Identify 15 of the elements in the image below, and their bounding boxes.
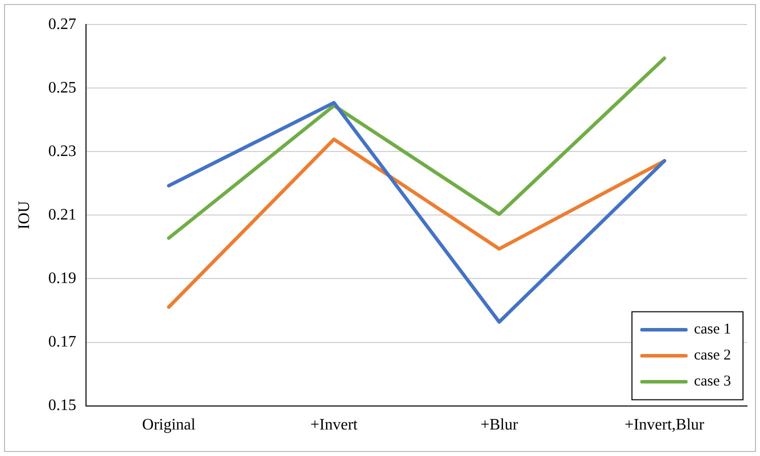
x-tick-label: +Invert,Blur [624, 416, 705, 434]
legend-label: case 2 [694, 348, 731, 364]
legend-label: case 1 [694, 322, 731, 338]
x-tick-label: +Invert [310, 416, 358, 434]
y-tick-label: 0.15 [48, 397, 76, 414]
y-tick-label: 0.25 [48, 79, 76, 96]
y-tick-label: 0.23 [48, 142, 76, 160]
y-tick-label: 0.19 [48, 270, 76, 287]
x-tick-label: Original [142, 416, 196, 434]
y-axis-title: IOU [16, 200, 33, 230]
y-tick-label: 0.27 [48, 16, 76, 33]
y-tick-label: 0.17 [48, 333, 76, 350]
x-tick-label: +Blur [480, 416, 519, 434]
legend-label: case 3 [694, 374, 731, 390]
y-tick-label: 0.21 [48, 206, 76, 224]
